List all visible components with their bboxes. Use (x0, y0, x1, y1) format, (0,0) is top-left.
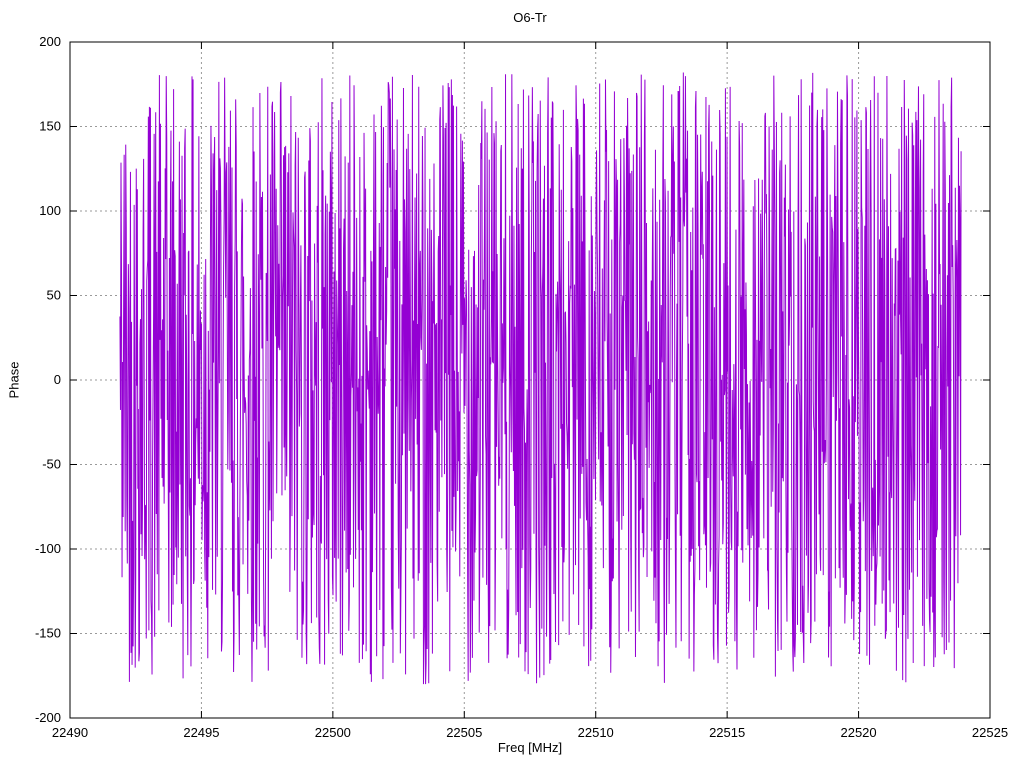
x-tick-label: 22510 (578, 725, 614, 740)
y-tick-label: -100 (35, 541, 61, 556)
y-tick-label: 50 (47, 288, 61, 303)
x-tick-label: 22500 (315, 725, 351, 740)
y-tick-label: -50 (42, 457, 61, 472)
x-tick-label: 22520 (840, 725, 876, 740)
phase-trace (119, 72, 962, 685)
y-tick-label: -200 (35, 710, 61, 725)
y-tick-label: 200 (39, 34, 61, 49)
x-tick-label: 22490 (52, 725, 88, 740)
x-tick-label: 22525 (972, 725, 1008, 740)
x-tick-label: 22495 (183, 725, 219, 740)
chart-title: O6-Tr (513, 10, 547, 25)
y-tick-label: 0 (54, 372, 61, 387)
x-axis-label: Freq [MHz] (497, 740, 563, 755)
y-tick-label: 100 (39, 203, 61, 218)
y-tick-label: 150 (39, 119, 61, 134)
x-tick-label: 22515 (709, 725, 745, 740)
y-tick-label: -150 (35, 626, 61, 641)
x-tick-label: 22505 (446, 725, 482, 740)
